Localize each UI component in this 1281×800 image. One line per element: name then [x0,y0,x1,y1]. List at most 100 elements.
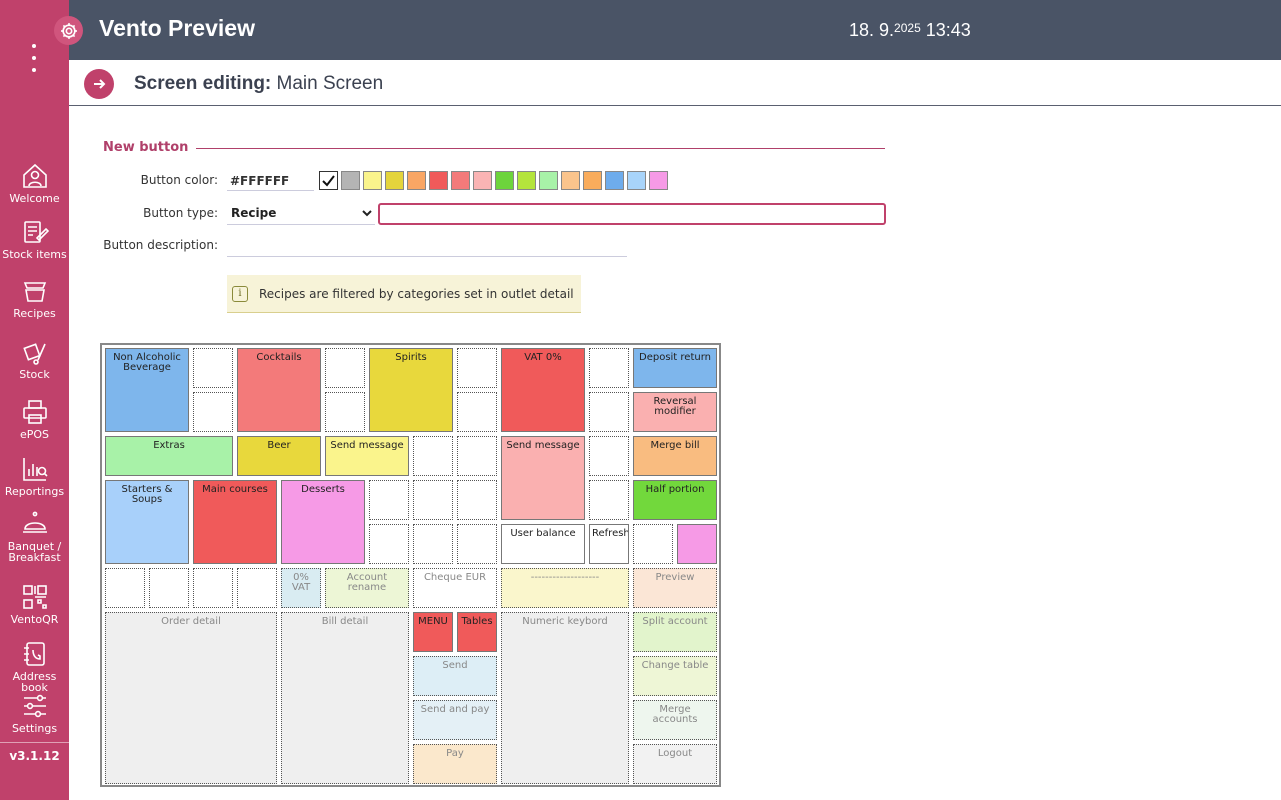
sidebar-item-welcome[interactable]: Welcome [0,162,69,204]
screen-button[interactable]: Account rename [325,568,409,608]
color-swatch[interactable] [429,171,448,190]
color-swatch[interactable] [385,171,404,190]
more-menu-icon[interactable] [27,44,41,72]
empty-slot[interactable] [457,480,497,520]
empty-slot[interactable] [369,524,409,564]
color-swatch[interactable] [539,171,558,190]
screen-button[interactable]: User balance [501,524,585,564]
empty-slot[interactable] [413,524,453,564]
screen-button[interactable]: Numeric keybord [501,612,629,784]
screen-button[interactable]: Extras [105,436,233,476]
button-color-value[interactable]: #FFFFFF [227,171,314,191]
empty-slot[interactable] [457,392,497,432]
color-swatch[interactable] [319,171,338,190]
screen-button[interactable]: Deposit return [633,348,717,388]
back-button[interactable] [84,69,114,99]
page-title-rest: Main Screen [276,73,384,94]
screen-button[interactable]: Starters & Soups [105,480,189,564]
screen-button[interactable]: Beer [237,436,321,476]
empty-slot[interactable] [457,524,497,564]
empty-slot[interactable] [149,568,189,608]
button-description-input[interactable] [227,236,627,257]
screen-button[interactable]: Refresh [589,524,629,564]
sidebar-item-ventoqr[interactable]: VentoQR [0,583,69,625]
color-swatch[interactable] [473,171,492,190]
screen-button[interactable] [677,524,717,564]
recipe-search-input[interactable] [378,203,886,225]
screen-button[interactable]: Send message [501,436,585,520]
sidebar-item-stock[interactable]: Stock [0,338,69,380]
screen-button[interactable]: Cheque EUR [413,568,497,608]
screen-button[interactable]: Split account [633,612,717,652]
screen-button[interactable]: MENU [413,612,453,652]
empty-slot[interactable] [193,568,233,608]
screen-button[interactable]: Merge bill [633,436,717,476]
sidebar-item-settings[interactable]: Settings [0,692,69,734]
color-swatch[interactable] [451,171,470,190]
screen-button[interactable]: Tables [457,612,497,652]
screen-button[interactable]: Non Alcoholic Beverage [105,348,189,432]
screen-button[interactable]: Pay [413,744,497,784]
address-book-icon [23,642,45,666]
empty-slot[interactable] [413,480,453,520]
screen-button[interactable]: ------------------- [501,568,629,608]
empty-slot[interactable] [589,480,629,520]
empty-slot[interactable] [413,436,453,476]
empty-slot[interactable] [369,480,409,520]
empty-slot[interactable] [193,348,233,388]
screen-button[interactable]: Cocktails [237,348,321,432]
color-swatch[interactable] [517,171,536,190]
empty-slot[interactable] [325,392,365,432]
empty-slot[interactable] [105,568,145,608]
screen-button[interactable]: Reversal modifier [633,392,717,432]
color-swatch[interactable] [363,171,382,190]
gear-icon[interactable] [54,16,83,45]
empty-slot[interactable] [237,568,277,608]
screen-button[interactable]: Change table [633,656,717,696]
screen-button[interactable]: 0% VAT [281,568,321,608]
empty-slot[interactable] [325,348,365,388]
cloche-icon [22,511,47,533]
color-swatch[interactable] [341,171,360,190]
qr-icon [22,585,47,609]
color-swatch[interactable] [407,171,426,190]
screen-button[interactable]: Merge accounts [633,700,717,740]
screen-button[interactable]: Logout [633,744,717,784]
screen-button[interactable]: Half portion [633,480,717,520]
color-swatch[interactable] [583,171,602,190]
screen-button[interactable]: Bill detail [281,612,409,784]
empty-slot[interactable] [589,348,629,388]
sidebar-item-stock-items[interactable]: Stock items [0,218,69,260]
empty-slot[interactable] [589,436,629,476]
screen-button[interactable]: Spirits [369,348,453,432]
color-swatch[interactable] [649,171,668,190]
screen-button[interactable]: Send and pay [413,700,497,740]
sliders-icon [23,694,46,718]
button-type-select[interactable]: Recipe [227,202,375,225]
app-title: Vento Preview [99,15,255,41]
sidebar-item-epos[interactable]: ePOS [0,398,69,440]
color-swatch[interactable] [605,171,624,190]
screen-button[interactable]: Send [413,656,497,696]
screen-button[interactable]: VAT 0% [501,348,585,432]
color-swatch[interactable] [627,171,646,190]
color-swatch[interactable] [495,171,514,190]
empty-slot[interactable] [633,524,673,564]
sidebar-item-banquet-breakfast[interactable]: Banquet / Breakfast [0,510,69,563]
empty-slot[interactable] [457,348,497,388]
check-icon [322,175,335,187]
empty-slot[interactable] [457,436,497,476]
sidebar-item-address-book[interactable]: Address book [0,640,69,693]
screen-button[interactable]: Desserts [281,480,365,564]
sidebar-item-recipes[interactable]: Recipes [0,277,69,319]
color-swatch[interactable] [561,171,580,190]
screen-button[interactable]: Main courses [193,480,277,564]
clock-year: 2025 [894,21,921,35]
empty-slot[interactable] [589,392,629,432]
screen-button[interactable]: Order detail [105,612,277,784]
empty-slot[interactable] [193,392,233,432]
sidebar-item-reportings[interactable]: Reportings [0,455,69,497]
screen-button[interactable]: Send message [325,436,409,476]
screen-button[interactable]: Preview [633,568,717,608]
sidebar-item-label: Settings [11,722,58,735]
